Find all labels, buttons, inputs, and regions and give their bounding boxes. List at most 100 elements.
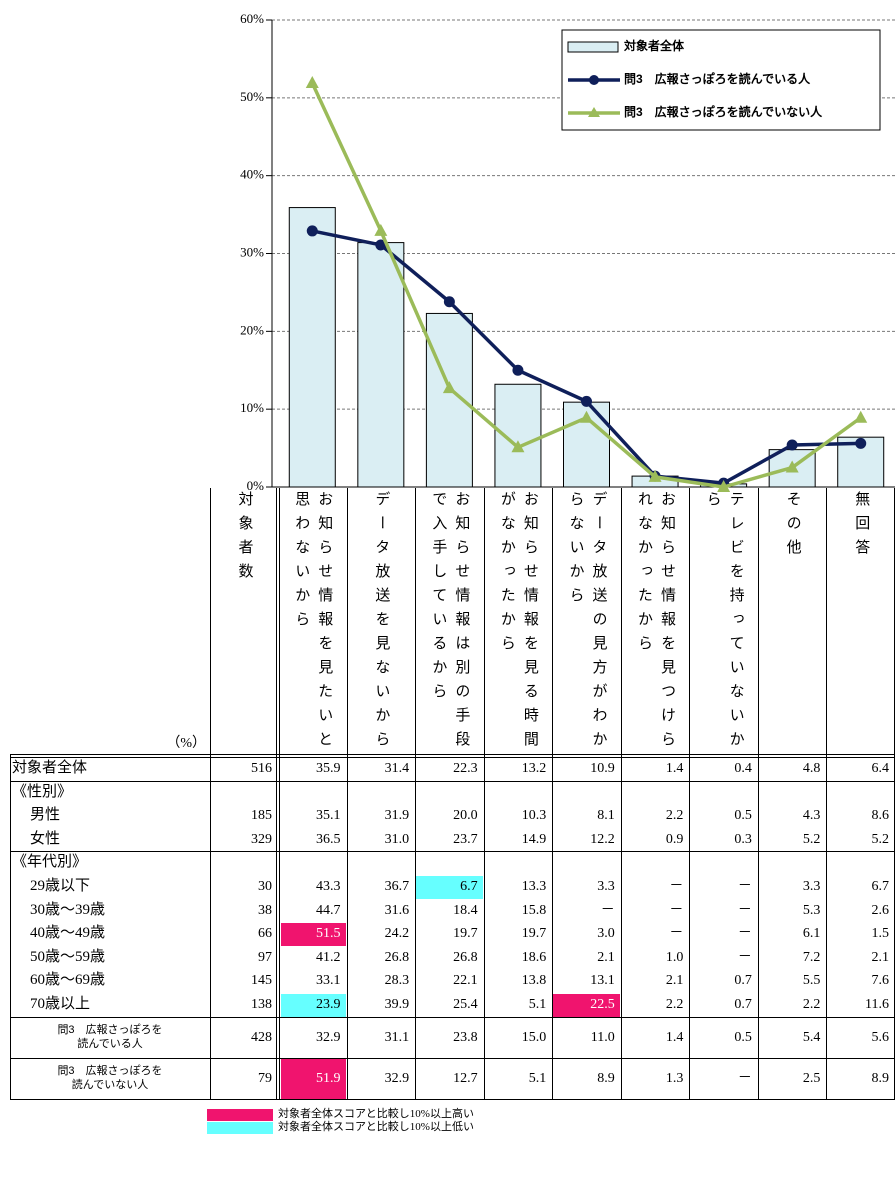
line-marker xyxy=(717,480,731,492)
data-cell: 41.2 xyxy=(316,949,341,965)
data-cell: － xyxy=(669,902,684,918)
data-cell: 20.0 xyxy=(453,808,478,824)
row-label: 70歳以上 xyxy=(30,996,91,1012)
data-cell: 23.7 xyxy=(453,831,478,847)
y-tick-label: 40% xyxy=(240,167,264,182)
rule xyxy=(10,1016,895,1018)
data-cell: 1.3 xyxy=(665,1070,684,1086)
column-header-text: データ放送を見ないから xyxy=(373,491,390,755)
data-cell: 2.2 xyxy=(802,997,821,1012)
data-cell: 13.1 xyxy=(590,973,615,989)
data-cell: 51.5 xyxy=(281,923,346,946)
column-header-text: データ放送の見方がわからないから xyxy=(567,491,607,755)
data-cell: 28.3 xyxy=(384,973,410,989)
data-cell: 4.3 xyxy=(802,808,821,824)
column-header-text: お知らせ情報は別の手段で入手しているから xyxy=(430,491,470,755)
n-cell: 329 xyxy=(251,831,272,847)
n-cell: 30 xyxy=(258,879,272,894)
data-cell: 4.8 xyxy=(802,761,821,776)
data-cell: 13.8 xyxy=(521,973,547,989)
legend-label: 問3 広報さっぽろを読んでいない人 xyxy=(624,104,823,119)
data-cell: 44.7 xyxy=(316,902,341,918)
rule xyxy=(276,488,277,1100)
rule xyxy=(826,488,828,1100)
legend-label: 対象者全体 xyxy=(623,38,685,53)
column-header: お知らせ情報は別の手段で入手しているから xyxy=(415,488,484,755)
data-cell: 5.1 xyxy=(528,997,547,1012)
data-cell: 2.2 xyxy=(665,808,684,824)
y-tick-label: 20% xyxy=(240,322,264,337)
line-marker xyxy=(785,460,799,473)
data-cell: － xyxy=(669,926,684,942)
data-cell: 51.9 xyxy=(281,1058,346,1099)
legend-marker xyxy=(589,75,599,85)
data-cell: 6.7 xyxy=(871,879,889,894)
data-cell: 32.9 xyxy=(316,1029,341,1045)
n-cell: 185 xyxy=(251,808,272,824)
data-cell: 22.5 xyxy=(553,994,620,1017)
data-cell: 3.0 xyxy=(597,926,615,942)
line-marker xyxy=(855,437,867,449)
data-cell: 5.3 xyxy=(802,902,821,918)
n-cell: 145 xyxy=(251,973,272,989)
line-marker xyxy=(443,296,455,308)
data-cell: 43.3 xyxy=(316,879,341,894)
data-cell: 8.6 xyxy=(871,808,889,824)
data-cell: － xyxy=(737,949,752,965)
rule xyxy=(279,488,280,1100)
line-marker xyxy=(306,225,318,237)
data-cell: 5.6 xyxy=(871,1029,889,1045)
row-label: 40歳～49歳 xyxy=(30,925,106,942)
column-header: お知らせ情報を見たいと思わないから xyxy=(278,488,347,755)
legend-swatch xyxy=(207,1108,273,1121)
rule xyxy=(689,488,691,1100)
data-cell: 0.7 xyxy=(734,973,752,989)
data-cell: 0.3 xyxy=(734,831,752,847)
column-header: お知らせ情報を見る時間がなかったから xyxy=(484,488,553,755)
row-label: 30歳～39歳 xyxy=(30,901,106,918)
data-cell: 36.5 xyxy=(316,831,341,847)
line-marker xyxy=(305,76,319,89)
line-marker xyxy=(854,410,868,423)
column-header: データ放送の見方がわからないから xyxy=(552,488,621,755)
column-header-text: 無回答 xyxy=(853,491,870,563)
data-cell: 1.0 xyxy=(665,949,684,965)
row-label: 《性別》 xyxy=(12,783,73,800)
row-label: 29歳以下 xyxy=(30,878,91,894)
data-cell: 10.3 xyxy=(521,808,547,824)
data-cell: 6.4 xyxy=(871,761,889,776)
bar xyxy=(288,207,336,488)
data-cell: 31.0 xyxy=(384,831,410,847)
data-cell: 26.8 xyxy=(453,949,478,965)
rule xyxy=(10,1057,895,1059)
line-marker xyxy=(580,410,593,423)
data-cell: 15.8 xyxy=(521,902,547,918)
unit-label: （%） xyxy=(166,736,206,751)
row-label: 読んでいる人 xyxy=(77,1037,143,1050)
data-cell: － xyxy=(737,879,752,894)
data-cell: 32.9 xyxy=(384,1070,410,1086)
line-marker xyxy=(511,440,525,453)
rule xyxy=(10,1098,895,1100)
row-label: 男性 xyxy=(30,807,61,824)
data-cell: 7.2 xyxy=(802,949,821,965)
rule xyxy=(10,754,895,755)
data-cell: 19.7 xyxy=(453,926,478,942)
data-cell: － xyxy=(737,1070,752,1086)
data-cell: 19.7 xyxy=(521,926,547,942)
rule xyxy=(210,488,211,1100)
rule xyxy=(620,488,622,1100)
data-cell: 5.2 xyxy=(802,831,821,847)
data-cell: 5.1 xyxy=(528,1070,547,1086)
line-marker xyxy=(374,223,388,236)
data-cell: 31.6 xyxy=(384,902,410,918)
data-cell: 33.1 xyxy=(316,973,341,989)
data-cell: 5.2 xyxy=(871,831,889,847)
row-label: 問3 広報さっぽろを xyxy=(57,1023,163,1036)
n-header-text: 対象者数 xyxy=(236,491,253,587)
n-cell: 138 xyxy=(251,997,272,1012)
data-cell: 12.7 xyxy=(453,1070,478,1086)
data-cell: 12.2 xyxy=(590,831,615,847)
